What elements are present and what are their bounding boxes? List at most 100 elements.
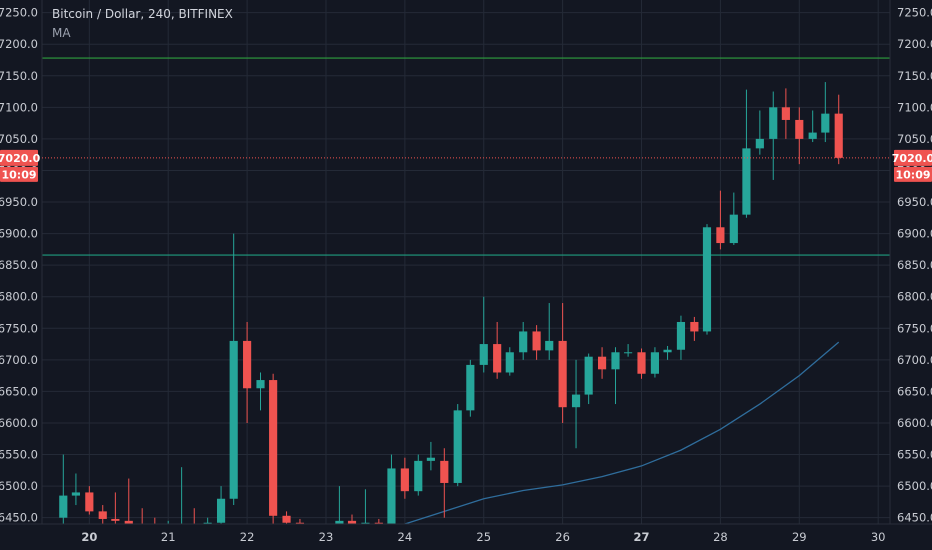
- x-tick-label: 29: [792, 530, 807, 544]
- candle[interactable]: [624, 344, 633, 357]
- candle[interactable]: [269, 373, 278, 524]
- candle[interactable]: [295, 518, 305, 534]
- y-tick-label-left: 6700.0: [0, 353, 38, 367]
- candle-body-up: [361, 522, 370, 524]
- candle[interactable]: [611, 347, 620, 405]
- candle[interactable]: [558, 303, 567, 423]
- candle[interactable]: [597, 347, 607, 379]
- candle[interactable]: [479, 296, 488, 373]
- candle-body-down: [374, 522, 383, 524]
- y-tick-label-left: 6750.0: [0, 321, 38, 335]
- candle-body-down: [532, 331, 541, 351]
- candle[interactable]: [505, 347, 514, 376]
- candle-body-down: [558, 340, 567, 408]
- candle-body-down: [637, 352, 646, 374]
- candle[interactable]: [190, 508, 198, 536]
- candle[interactable]: [584, 353, 593, 405]
- candle[interactable]: [243, 321, 252, 423]
- y-tick-label-right: 7250.0: [897, 6, 932, 20]
- candle[interactable]: [178, 467, 186, 536]
- x-tick-label: 21: [161, 530, 176, 544]
- candle[interactable]: [347, 514, 357, 531]
- candle-body-up: [676, 321, 686, 350]
- candle[interactable]: [532, 325, 541, 360]
- y-tick-label-right: 6950.0: [897, 195, 932, 209]
- candle[interactable]: [71, 473, 80, 506]
- grid: [42, 0, 890, 524]
- candle[interactable]: [440, 448, 449, 518]
- candle[interactable]: [400, 457, 409, 499]
- candle[interactable]: [808, 110, 817, 143]
- current-price-value: 7020.0: [892, 152, 932, 165]
- x-tick-label: 22: [240, 530, 255, 544]
- y-tick-label-left: 6500.0: [0, 479, 38, 493]
- candle-body-up: [453, 410, 462, 483]
- candle[interactable]: [519, 321, 528, 360]
- candle[interactable]: [834, 94, 843, 165]
- plot-area[interactable]: [20, 57, 890, 550]
- candle-body-up: [808, 132, 817, 139]
- candle-countdown: 10:09: [1, 168, 36, 181]
- candle-body-up: [702, 227, 712, 332]
- candle[interactable]: [414, 454, 423, 496]
- candle[interactable]: [702, 224, 712, 335]
- candle[interactable]: [453, 404, 462, 487]
- candle-body-down: [716, 227, 725, 244]
- candle[interactable]: [203, 517, 212, 537]
- candle[interactable]: [493, 321, 502, 379]
- candle[interactable]: [650, 347, 660, 378]
- candle-body-up: [755, 138, 764, 149]
- candle[interactable]: [545, 303, 554, 360]
- candle-body-up: [216, 498, 226, 523]
- candle[interactable]: [216, 486, 226, 530]
- candle[interactable]: [716, 190, 725, 250]
- candle[interactable]: [85, 486, 94, 515]
- candle[interactable]: [663, 345, 672, 360]
- candle-body-up: [584, 356, 593, 395]
- candle-body-up: [769, 107, 778, 139]
- candle-body-up: [611, 352, 620, 370]
- candle[interactable]: [729, 192, 738, 245]
- candle[interactable]: [466, 359, 475, 417]
- candle[interactable]: [229, 233, 238, 506]
- candle[interactable]: [426, 441, 435, 471]
- candle-body-down: [400, 468, 409, 492]
- candle[interactable]: [690, 316, 699, 341]
- current-price-tag-right: 7020.0 10:09: [892, 149, 932, 182]
- candle[interactable]: [138, 508, 146, 536]
- candle[interactable]: [769, 91, 778, 180]
- candle[interactable]: [742, 89, 751, 218]
- candle[interactable]: [98, 505, 107, 524]
- candle[interactable]: [282, 511, 291, 530]
- candle-body-up: [624, 352, 633, 354]
- candle[interactable]: [571, 359, 581, 449]
- candle[interactable]: [676, 315, 686, 360]
- candle[interactable]: [361, 489, 370, 527]
- candle-body-up: [650, 352, 660, 374]
- candle-body-down: [597, 356, 607, 370]
- y-tick-label-left: 6800.0: [0, 290, 38, 304]
- candle[interactable]: [755, 110, 764, 155]
- ma-line[interactable]: [404, 341, 840, 524]
- y-tick-label-left: 6600.0: [0, 416, 38, 430]
- candle[interactable]: [795, 107, 804, 165]
- candle[interactable]: [256, 372, 265, 411]
- candle-body-down: [347, 520, 357, 524]
- candle[interactable]: [637, 348, 646, 379]
- y-tick-label-left: 6850.0: [0, 258, 38, 272]
- candle[interactable]: [124, 478, 133, 531]
- candle-countdown: 10:09: [895, 168, 930, 181]
- candle-body-up: [729, 214, 738, 244]
- candle[interactable]: [59, 454, 68, 524]
- candle-body-up: [821, 113, 830, 133]
- candle[interactable]: [151, 517, 159, 550]
- candle-body-down: [834, 113, 843, 158]
- candle[interactable]: [781, 88, 790, 139]
- candle[interactable]: [335, 486, 344, 537]
- candle[interactable]: [387, 454, 396, 531]
- ma-indicator-label[interactable]: MA: [52, 26, 71, 40]
- candle[interactable]: [374, 518, 383, 530]
- candle[interactable]: [821, 82, 830, 143]
